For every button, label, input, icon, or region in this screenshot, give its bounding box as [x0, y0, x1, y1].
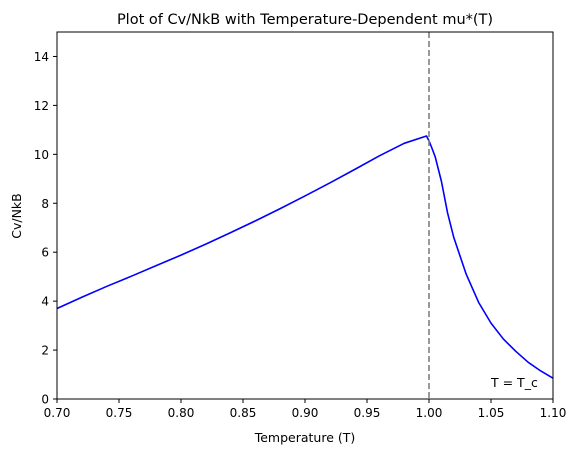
- x-tick-label: 0.75: [106, 406, 133, 420]
- plot-frame: [56, 31, 554, 400]
- x-tick-label: 0.95: [354, 406, 381, 420]
- cv-series-line: [56, 135, 554, 379]
- x-tick-label: 0.70: [44, 406, 71, 420]
- x-tick-label: 1.10: [540, 406, 567, 420]
- x-tick-label: 0.90: [292, 406, 319, 420]
- y-tick-label: 14: [34, 50, 49, 64]
- x-tick-label: 1.00: [416, 406, 443, 420]
- y-tick-label: 4: [41, 295, 49, 309]
- x-axis-label: Temperature (T): [254, 430, 356, 445]
- chart-title: Plot of Cv/NkB with Temperature-Dependen…: [117, 12, 493, 28]
- x-tick-label: 0.80: [168, 406, 195, 420]
- x-tick-label: 0.85: [230, 406, 257, 420]
- tc-annotation: T = T_c: [490, 375, 538, 390]
- y-tick-label: 0: [41, 393, 49, 407]
- y-tick-label: 6: [41, 246, 49, 260]
- y-tick-label: 2: [41, 344, 49, 358]
- x-tick-label: 1.05: [478, 406, 505, 420]
- y-tick-label: 12: [34, 99, 49, 113]
- y-tick-label: 8: [41, 197, 49, 211]
- y-tick-label: 10: [34, 148, 49, 162]
- y-axis-label: Cv/NkB: [9, 193, 24, 239]
